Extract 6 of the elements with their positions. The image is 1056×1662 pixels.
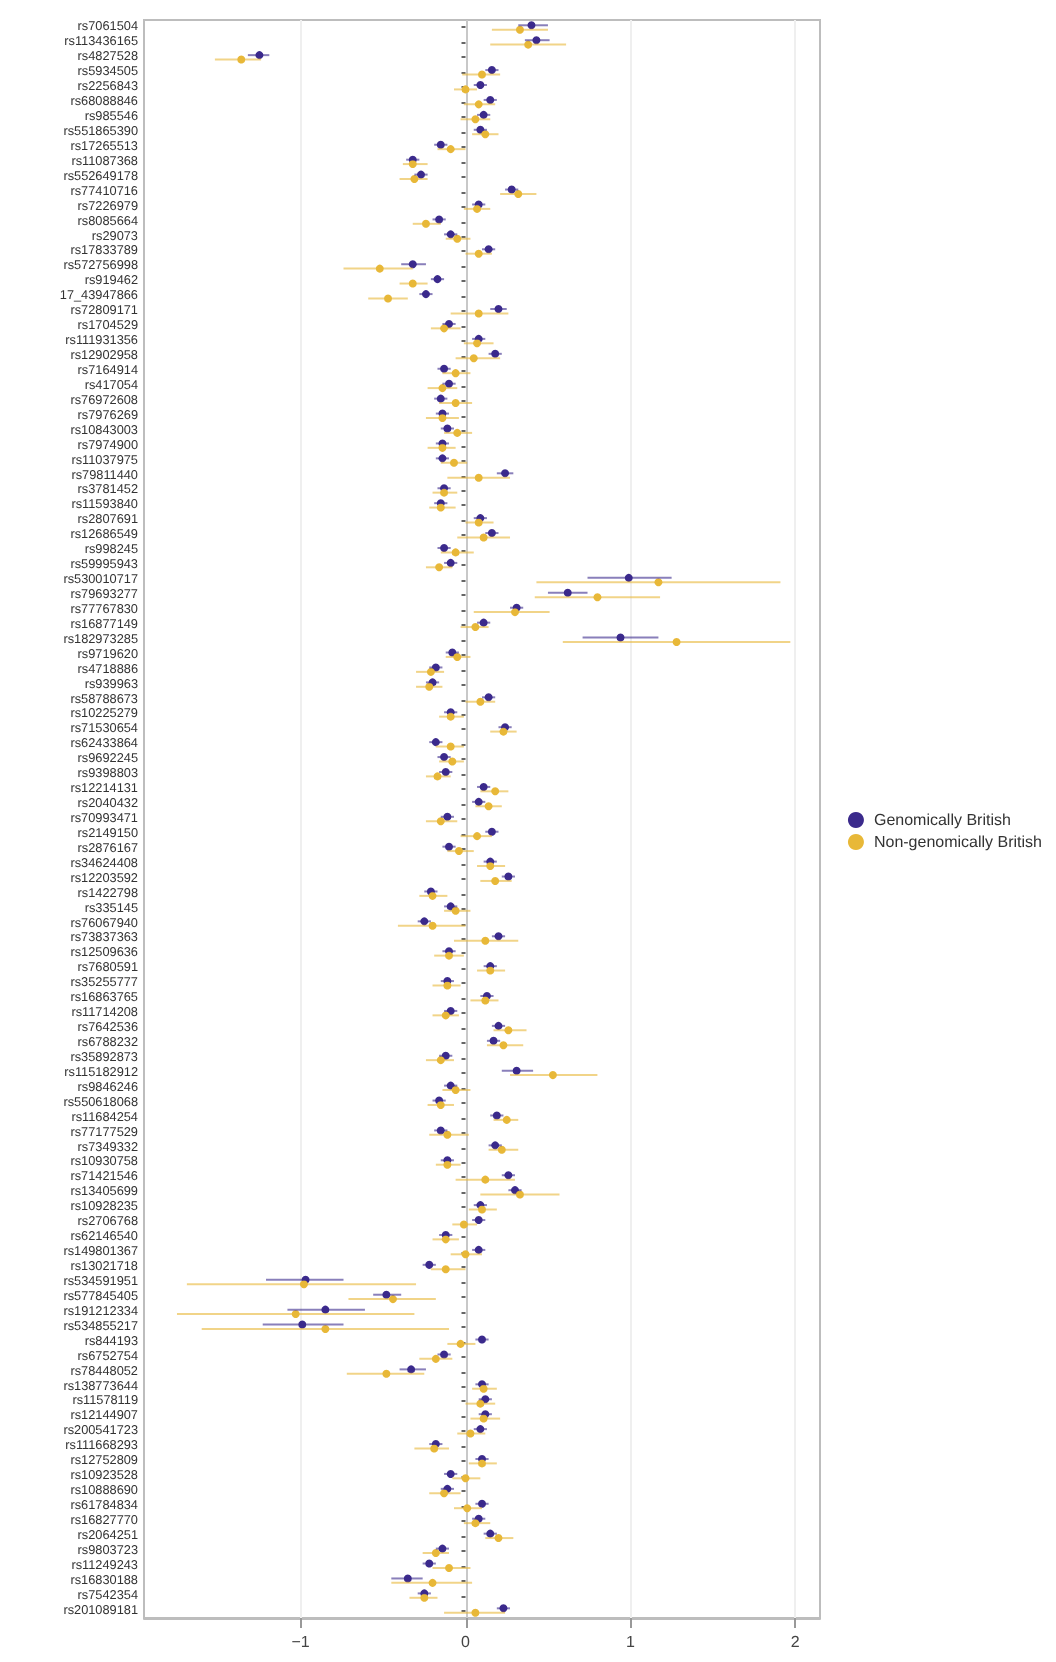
x-tick-label: 2	[790, 1633, 801, 1651]
legend-label: Non-genomically British	[873, 833, 1042, 851]
x-tick-label: 1	[625, 1633, 636, 1651]
x-tick-label: −1	[291, 1633, 311, 1651]
legend-label: Genomically British	[873, 811, 1011, 829]
x-tick-label: 0	[461, 1633, 472, 1651]
